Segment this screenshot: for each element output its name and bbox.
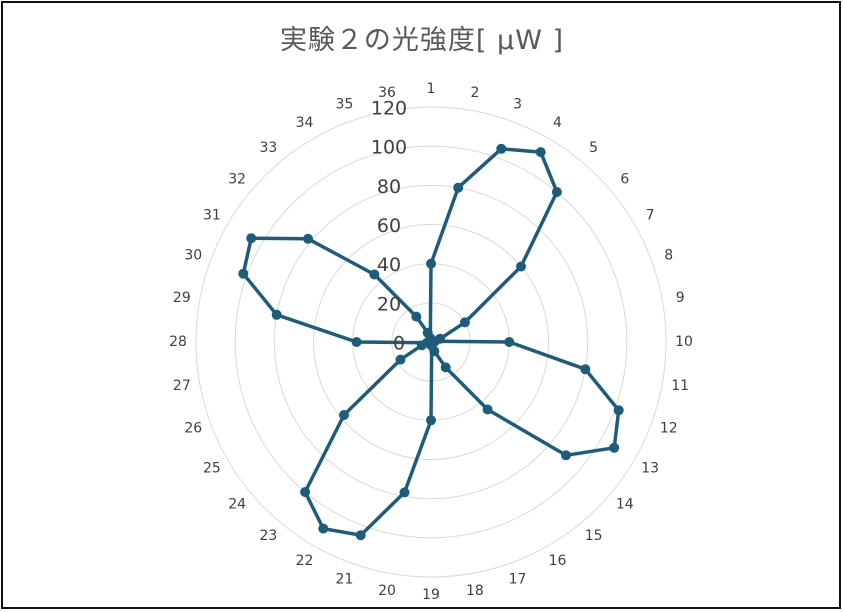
radial-tick-label: 20 <box>377 293 401 315</box>
category-label: 32 <box>228 171 246 187</box>
category-label: 25 <box>203 461 221 477</box>
radial-tick-label: 0 <box>393 333 405 355</box>
data-point <box>496 143 507 154</box>
data-point <box>399 487 410 498</box>
category-label: 8 <box>664 247 673 263</box>
data-point <box>535 147 546 158</box>
category-label: 28 <box>169 334 187 350</box>
radial-tick-labels: 0 20 40 60 80 100 120 <box>371 98 407 355</box>
data-point <box>551 187 562 197</box>
data-point <box>504 337 515 347</box>
data-point <box>453 182 464 193</box>
category-label: 23 <box>259 528 277 544</box>
data-point <box>238 268 249 279</box>
data-point <box>516 261 526 272</box>
grid-ring <box>234 145 628 539</box>
data-point <box>271 309 282 320</box>
category-label: 33 <box>259 140 277 156</box>
category-label: 11 <box>671 378 689 394</box>
data-point <box>355 530 366 541</box>
data-point <box>300 487 311 497</box>
data-point <box>426 258 436 269</box>
category-label: 10 <box>675 334 693 350</box>
category-label: 19 <box>422 587 440 603</box>
radial-tick-label: 60 <box>377 215 401 237</box>
category-label: 21 <box>336 572 354 588</box>
data-point <box>609 442 620 453</box>
category-label: 30 <box>184 247 202 263</box>
category-label: 17 <box>509 572 527 588</box>
data-point <box>303 233 313 244</box>
data-point <box>395 354 406 365</box>
data-point <box>351 337 362 347</box>
category-label: 22 <box>296 553 314 569</box>
category-label: 31 <box>203 208 221 224</box>
chart-title: 実験２の光強度[ μW ] <box>279 25 565 56</box>
category-label: 9 <box>676 290 685 306</box>
grid-ring <box>273 184 589 500</box>
category-label: 7 <box>646 208 655 224</box>
radial-tick-label: 100 <box>371 137 407 159</box>
category-labels: 1 234567891011121314151617181920212223242… <box>169 81 693 603</box>
category-label: 1 <box>427 81 436 97</box>
category-label: 12 <box>660 421 678 437</box>
category-label: 15 <box>585 528 603 544</box>
category-label: 14 <box>616 497 634 513</box>
category-label: 27 <box>173 378 191 394</box>
data-point <box>482 404 493 415</box>
category-label: 36 <box>378 85 396 101</box>
category-label: 29 <box>173 290 191 306</box>
category-label: 2 <box>470 85 479 101</box>
category-label: 20 <box>378 583 396 599</box>
data-point <box>613 405 624 416</box>
category-label: 5 <box>589 140 598 156</box>
category-label: 24 <box>228 497 246 513</box>
data-point <box>246 233 257 244</box>
data-point <box>411 311 422 322</box>
category-label: 16 <box>549 553 567 569</box>
radial-tick-label: 80 <box>377 176 401 198</box>
category-label: 26 <box>184 421 202 437</box>
grid-ring <box>195 106 667 578</box>
grid-ring <box>313 224 549 460</box>
data-point <box>369 269 380 280</box>
category-label: 13 <box>641 461 659 477</box>
category-label: 35 <box>336 96 354 112</box>
category-label: 18 <box>466 583 484 599</box>
radial-tick-label: 40 <box>377 254 401 276</box>
category-label: 3 <box>513 96 522 112</box>
data-point <box>425 333 436 344</box>
series-markers <box>238 143 624 541</box>
data-point <box>318 523 329 534</box>
data-point <box>440 362 451 373</box>
category-label: 34 <box>296 115 314 131</box>
data-point <box>561 450 571 461</box>
category-label: 4 <box>553 115 562 131</box>
radial-tick-label: 120 <box>371 98 407 120</box>
data-point <box>459 317 470 328</box>
data-point <box>426 415 436 426</box>
data-point <box>580 364 591 375</box>
data-point <box>339 410 349 420</box>
category-label: 6 <box>620 171 629 187</box>
